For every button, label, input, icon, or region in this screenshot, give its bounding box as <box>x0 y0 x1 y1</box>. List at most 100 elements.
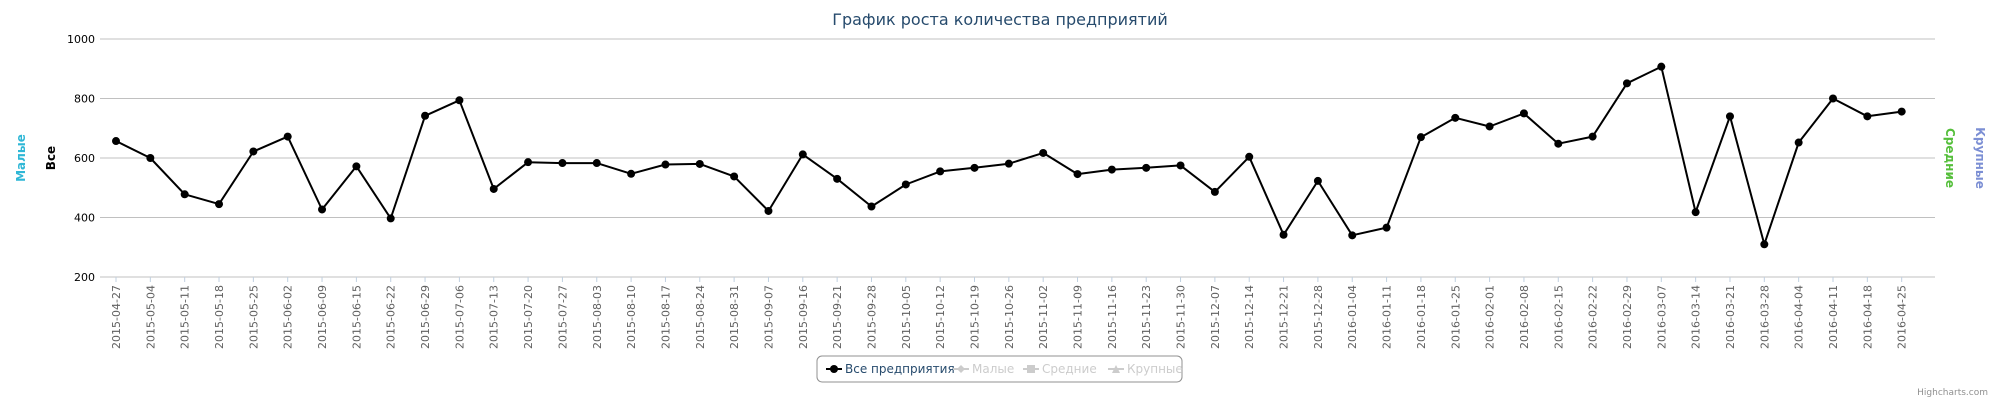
grid-lines <box>100 38 1935 278</box>
legend-item[interactable]: Крупные <box>1108 362 1183 376</box>
x-tick-label: 2015-06-22 <box>385 285 398 349</box>
data-point[interactable] <box>352 162 361 171</box>
x-tick-label: 2016-02-22 <box>1587 285 1600 349</box>
data-point[interactable] <box>1863 112 1872 121</box>
data-point[interactable] <box>1313 176 1322 185</box>
x-tick-label: 2015-06-02 <box>282 285 295 349</box>
data-point[interactable] <box>833 174 842 183</box>
data-point[interactable] <box>1176 161 1185 170</box>
data-point[interactable] <box>1897 107 1906 116</box>
x-tick-label: 2016-03-07 <box>1655 285 1668 349</box>
data-point[interactable] <box>661 160 670 169</box>
data-point[interactable] <box>283 132 292 141</box>
legend-square-marker <box>1027 365 1035 373</box>
data-point[interactable] <box>1829 94 1837 103</box>
data-point[interactable] <box>1348 231 1357 240</box>
data-point[interactable] <box>901 180 910 189</box>
data-point[interactable] <box>1554 139 1563 148</box>
series-all-enterprises <box>112 62 1906 249</box>
x-tick-label: 2016-02-29 <box>1621 285 1634 349</box>
x-tick-label: 2015-09-16 <box>797 285 810 349</box>
x-tick-label: 2015-08-31 <box>728 285 741 349</box>
legend-diamond-marker <box>957 365 965 373</box>
legend-circle-marker <box>830 365 838 373</box>
data-point[interactable] <box>1107 165 1116 174</box>
data-point[interactable] <box>1073 170 1082 179</box>
data-point[interactable] <box>421 111 430 120</box>
x-tick-label: 2015-12-21 <box>1278 285 1291 349</box>
data-point[interactable] <box>1451 113 1460 122</box>
data-point[interactable] <box>1004 159 1013 168</box>
y-tick-label: 800 <box>74 93 95 106</box>
x-tick-label: 2015-09-07 <box>762 285 775 349</box>
legend: Все предприятия Малые Средние Крупные <box>816 355 1183 383</box>
data-point[interactable] <box>798 150 807 159</box>
data-point[interactable] <box>1760 240 1769 249</box>
data-point[interactable] <box>1794 138 1803 147</box>
data-point[interactable] <box>1725 112 1734 121</box>
x-tick-label: 2015-12-07 <box>1209 285 1222 349</box>
x-tick-label: 2016-03-28 <box>1758 285 1771 349</box>
data-point[interactable] <box>1519 109 1528 118</box>
data-point[interactable] <box>112 137 120 146</box>
data-point[interactable] <box>215 200 224 209</box>
x-tick-label: 2016-02-01 <box>1484 285 1497 349</box>
x-tick-label: 2015-06-09 <box>316 285 329 349</box>
x-tick-label: 2016-01-04 <box>1346 285 1359 349</box>
legend-item[interactable]: Средние <box>1023 362 1097 376</box>
data-point[interactable] <box>1622 79 1631 88</box>
data-point[interactable] <box>1588 132 1597 141</box>
data-point[interactable] <box>867 202 876 211</box>
data-point[interactable] <box>1279 230 1288 239</box>
legend-triangle-marker <box>1112 365 1120 373</box>
legend-item[interactable]: Все предприятия <box>826 362 955 376</box>
data-point[interactable] <box>1485 122 1494 131</box>
data-point[interactable] <box>1142 163 1151 172</box>
data-point[interactable] <box>1039 148 1048 157</box>
legend-item[interactable]: Малые <box>953 362 1014 376</box>
x-tick-label: 2015-08-03 <box>591 285 604 349</box>
data-point[interactable] <box>970 163 979 172</box>
data-point[interactable] <box>524 158 533 167</box>
x-tick-label: 2015-04-27 <box>110 285 123 349</box>
data-point[interactable] <box>764 206 773 215</box>
x-tick-label: 2016-04-11 <box>1827 285 1840 349</box>
data-point[interactable] <box>1245 152 1254 161</box>
data-point[interactable] <box>627 169 636 178</box>
data-point[interactable] <box>489 184 498 193</box>
x-tick-label: 2015-10-05 <box>900 285 913 349</box>
y-axis-ticks: 200 400 600 800 1000 <box>67 33 95 284</box>
x-tick-label: 2016-04-18 <box>1861 285 1874 349</box>
data-point[interactable] <box>386 214 395 223</box>
legend-box <box>816 355 1183 383</box>
x-tick-label: 2016-01-25 <box>1449 285 1462 349</box>
data-point[interactable] <box>180 190 189 199</box>
x-tick-label: 2015-07-13 <box>488 285 501 349</box>
data-point[interactable] <box>249 147 258 156</box>
data-point[interactable] <box>730 172 739 181</box>
data-point[interactable] <box>1210 187 1219 196</box>
data-point[interactable] <box>1691 208 1700 217</box>
x-tick-label: 2015-08-10 <box>625 285 638 349</box>
data-point[interactable] <box>936 167 945 176</box>
data-point[interactable] <box>1382 223 1391 232</box>
data-point[interactable] <box>318 205 327 214</box>
x-tick-label: 2016-02-15 <box>1552 285 1565 349</box>
data-point[interactable] <box>146 154 155 162</box>
data-point[interactable] <box>592 159 601 168</box>
data-point[interactable] <box>558 159 567 168</box>
x-tick-label: 2015-09-28 <box>865 285 878 349</box>
data-point[interactable] <box>455 96 464 105</box>
x-tick-label: 2015-08-17 <box>659 285 672 349</box>
y-axis-title: Средние <box>1943 128 1957 188</box>
data-point[interactable] <box>1657 62 1666 71</box>
data-point[interactable] <box>695 159 704 168</box>
x-tick-label: 2015-12-14 <box>1243 285 1256 349</box>
x-tick-label: 2015-11-16 <box>1106 285 1119 349</box>
x-tick-label: 2015-06-29 <box>419 285 432 349</box>
data-point[interactable] <box>1416 133 1425 142</box>
credits-link[interactable]: Highcharts.com <box>1917 388 1988 398</box>
chart-title: График роста количества предприятий <box>832 10 1168 29</box>
axis-titles: Малые Все Средние Крупные <box>14 127 1987 189</box>
